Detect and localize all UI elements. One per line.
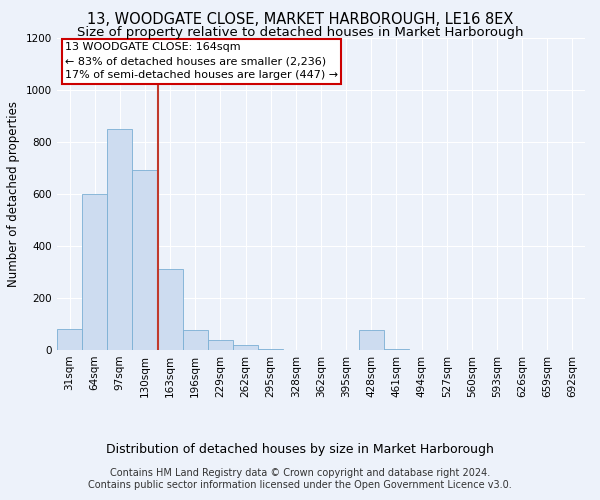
Bar xyxy=(359,330,384,350)
Bar xyxy=(208,340,233,350)
Text: Distribution of detached houses by size in Market Harborough: Distribution of detached houses by size … xyxy=(106,442,494,456)
Bar xyxy=(384,348,409,350)
Text: 13 WOODGATE CLOSE: 164sqm
← 83% of detached houses are smaller (2,236)
17% of se: 13 WOODGATE CLOSE: 164sqm ← 83% of detac… xyxy=(65,42,338,80)
Bar xyxy=(57,329,82,350)
Text: Contains HM Land Registry data © Crown copyright and database right 2024.
Contai: Contains HM Land Registry data © Crown c… xyxy=(88,468,512,490)
Bar xyxy=(82,194,107,350)
Bar xyxy=(233,345,258,350)
Bar xyxy=(183,330,208,350)
Y-axis label: Number of detached properties: Number of detached properties xyxy=(7,101,20,287)
Bar xyxy=(133,170,158,350)
Text: Size of property relative to detached houses in Market Harborough: Size of property relative to detached ho… xyxy=(77,26,523,39)
Bar xyxy=(107,128,133,350)
Bar xyxy=(258,348,283,350)
Text: 13, WOODGATE CLOSE, MARKET HARBOROUGH, LE16 8EX: 13, WOODGATE CLOSE, MARKET HARBOROUGH, L… xyxy=(87,12,513,28)
Bar xyxy=(158,270,183,350)
